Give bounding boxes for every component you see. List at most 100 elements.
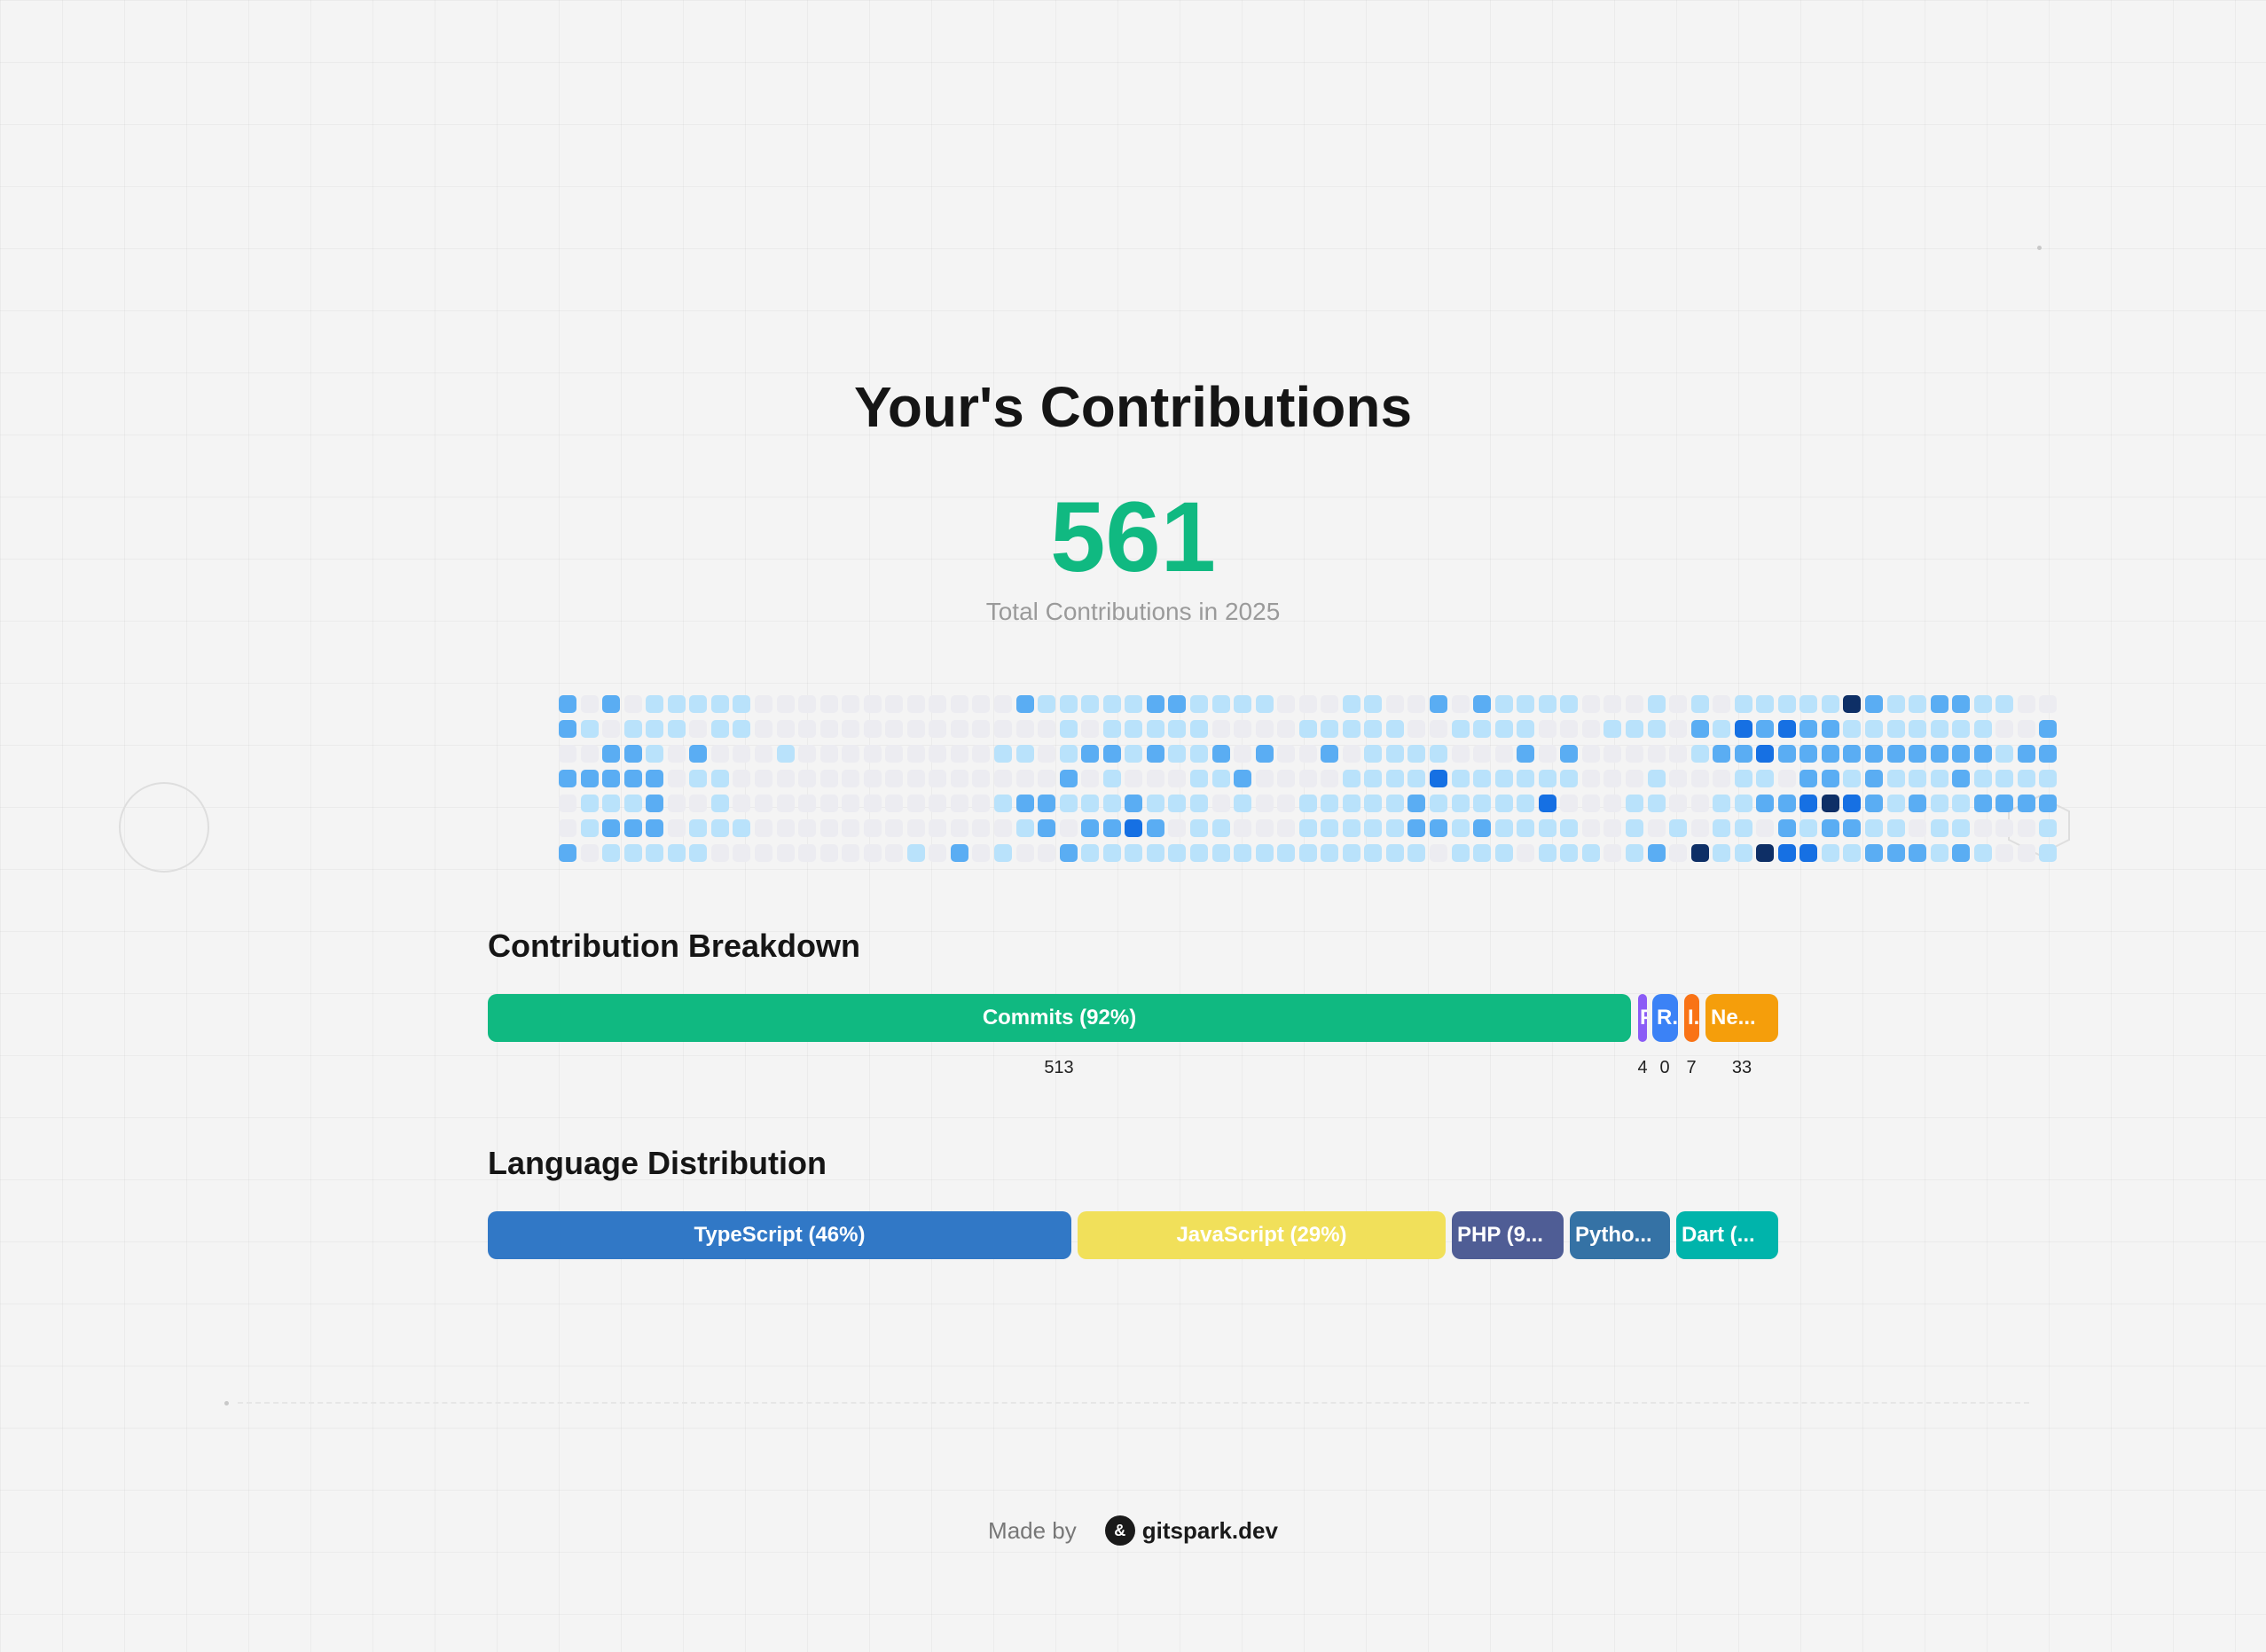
heatmap-cell[interactable]	[1843, 695, 1861, 713]
heatmap-cell[interactable]	[1430, 795, 1447, 812]
heatmap-cell[interactable]	[1887, 745, 1905, 763]
heatmap-cell[interactable]	[1931, 770, 1948, 787]
heatmap-cell[interactable]	[907, 695, 925, 713]
heatmap-cell[interactable]	[907, 770, 925, 787]
heatmap-cell[interactable]	[972, 844, 990, 862]
heatmap-cell[interactable]	[1909, 770, 1926, 787]
heatmap-cell[interactable]	[1822, 695, 1839, 713]
heatmap-cell[interactable]	[1060, 695, 1078, 713]
heatmap-cell[interactable]	[1103, 695, 1121, 713]
heatmap-cell[interactable]	[1735, 720, 1752, 738]
heatmap-cell[interactable]	[1822, 844, 1839, 862]
heatmap-cell[interactable]	[1495, 720, 1513, 738]
heatmap-cell[interactable]	[1299, 745, 1317, 763]
heatmap-cell[interactable]	[1756, 745, 1774, 763]
heatmap-cell[interactable]	[1452, 795, 1470, 812]
heatmap-cell[interactable]	[798, 795, 816, 812]
heatmap-cell[interactable]	[1256, 745, 1274, 763]
heatmap-cell[interactable]	[1931, 745, 1948, 763]
heatmap-cell[interactable]	[581, 695, 599, 713]
breakdown-segment-reviews[interactable]: R...	[1652, 994, 1678, 1042]
heatmap-cell[interactable]	[1147, 795, 1164, 812]
heatmap-cell[interactable]	[1735, 770, 1752, 787]
heatmap-cell[interactable]	[1016, 695, 1034, 713]
heatmap-cell[interactable]	[624, 819, 642, 837]
heatmap-cell[interactable]	[1778, 745, 1796, 763]
heatmap-cell[interactable]	[1713, 795, 1730, 812]
heatmap-cell[interactable]	[559, 695, 576, 713]
heatmap-cell[interactable]	[1865, 720, 1883, 738]
heatmap-cell[interactable]	[1125, 795, 1142, 812]
heatmap-cell[interactable]	[1735, 745, 1752, 763]
heatmap-cell[interactable]	[1452, 770, 1470, 787]
heatmap-cell[interactable]	[1386, 770, 1404, 787]
heatmap-cell[interactable]	[1669, 720, 1687, 738]
heatmap-cell[interactable]	[1952, 770, 1970, 787]
heatmap-cell[interactable]	[1081, 695, 1099, 713]
heatmap-cell[interactable]	[2039, 745, 2057, 763]
heatmap-cell[interactable]	[755, 770, 772, 787]
heatmap-cell[interactable]	[1147, 720, 1164, 738]
heatmap-cell[interactable]	[1016, 745, 1034, 763]
heatmap-cell[interactable]	[602, 695, 620, 713]
heatmap-cell[interactable]	[907, 745, 925, 763]
heatmap-cell[interactable]	[1603, 795, 1621, 812]
heatmap-cell[interactable]	[1430, 819, 1447, 837]
heatmap-cell[interactable]	[929, 695, 946, 713]
heatmap-cell[interactable]	[1234, 720, 1251, 738]
heatmap-cell[interactable]	[1909, 720, 1926, 738]
heatmap-cell[interactable]	[951, 720, 968, 738]
heatmap-cell[interactable]	[1495, 770, 1513, 787]
heatmap-cell[interactable]	[885, 695, 903, 713]
heatmap-cell[interactable]	[1560, 795, 1578, 812]
heatmap-cell[interactable]	[1168, 720, 1186, 738]
heatmap-cell[interactable]	[1865, 795, 1883, 812]
heatmap-cell[interactable]	[864, 770, 882, 787]
heatmap-cell[interactable]	[777, 770, 795, 787]
heatmap-cell[interactable]	[733, 720, 750, 738]
heatmap-cell[interactable]	[1974, 770, 1992, 787]
heatmap-cell[interactable]	[820, 819, 838, 837]
heatmap-cell[interactable]	[1321, 695, 1338, 713]
heatmap-cell[interactable]	[1277, 795, 1295, 812]
heatmap-cell[interactable]	[2039, 844, 2057, 862]
heatmap-cell[interactable]	[951, 819, 968, 837]
heatmap-cell[interactable]	[1931, 720, 1948, 738]
heatmap-cell[interactable]	[1539, 745, 1556, 763]
language-segment-typescript[interactable]: TypeScript (46%)	[488, 1211, 1071, 1259]
heatmap-cell[interactable]	[1343, 844, 1360, 862]
heatmap-cell[interactable]	[2018, 745, 2035, 763]
heatmap-cell[interactable]	[1517, 695, 1534, 713]
heatmap-cell[interactable]	[842, 720, 859, 738]
heatmap-cell[interactable]	[1299, 844, 1317, 862]
heatmap-cell[interactable]	[1234, 844, 1251, 862]
heatmap-cell[interactable]	[755, 819, 772, 837]
heatmap-cell[interactable]	[864, 819, 882, 837]
heatmap-cell[interactable]	[1887, 795, 1905, 812]
heatmap-cell[interactable]	[1995, 695, 2013, 713]
heatmap-cell[interactable]	[1452, 819, 1470, 837]
heatmap-cell[interactable]	[602, 795, 620, 812]
heatmap-cell[interactable]	[1603, 745, 1621, 763]
heatmap-cell[interactable]	[1081, 844, 1099, 862]
heatmap-cell[interactable]	[2018, 795, 2035, 812]
heatmap-cell[interactable]	[2039, 770, 2057, 787]
brand-link[interactable]: gitspark.dev	[1141, 1516, 1278, 1544]
heatmap-cell[interactable]	[1931, 695, 1948, 713]
heatmap-cell[interactable]	[1147, 745, 1164, 763]
heatmap-cell[interactable]	[1407, 720, 1425, 738]
heatmap-cell[interactable]	[1168, 745, 1186, 763]
heatmap-cell[interactable]	[1234, 819, 1251, 837]
heatmap-cell[interactable]	[1995, 745, 2013, 763]
heatmap-cell[interactable]	[1691, 720, 1709, 738]
heatmap-cell[interactable]	[1952, 720, 1970, 738]
heatmap-cell[interactable]	[581, 745, 599, 763]
heatmap-cell[interactable]	[864, 795, 882, 812]
heatmap-cell[interactable]	[1299, 770, 1317, 787]
heatmap-cell[interactable]	[689, 745, 707, 763]
heatmap-cell[interactable]	[1473, 720, 1491, 738]
heatmap-cell[interactable]	[1713, 844, 1730, 862]
heatmap-cell[interactable]	[624, 720, 642, 738]
heatmap-cell[interactable]	[1147, 844, 1164, 862]
heatmap-cell[interactable]	[1364, 745, 1382, 763]
